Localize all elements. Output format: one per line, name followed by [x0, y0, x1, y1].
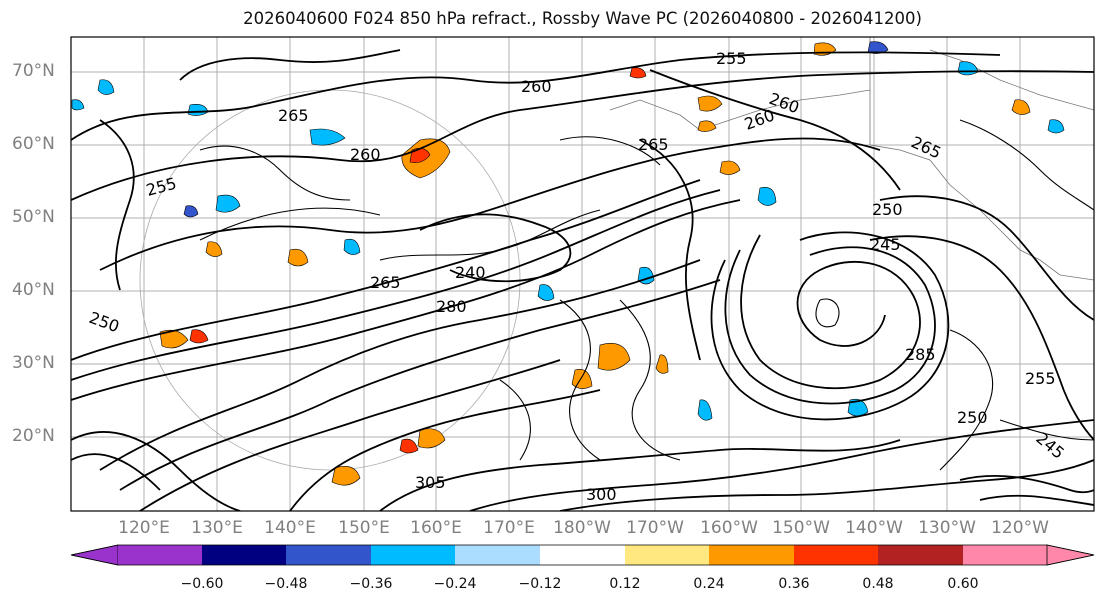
- contour-label: 265: [638, 135, 669, 154]
- lon-label: 150°E: [338, 518, 390, 538]
- shaded-anomalies: [71, 41, 1065, 486]
- colorbar-tick-label: −0.48: [264, 576, 308, 592]
- lat-label: 60°N: [12, 134, 55, 154]
- lat-label: 70°N: [12, 61, 55, 81]
- map-title: 2026040600 F024 850 hPa refract., Rossby…: [243, 9, 922, 28]
- colorbar-tick-label: 0.12: [609, 576, 641, 592]
- lon-label: 130°E: [191, 518, 243, 538]
- contour-label: 265: [370, 273, 401, 292]
- contour-label: 245: [870, 235, 901, 254]
- lon-label: 170°E: [483, 518, 535, 538]
- contour-label: 305: [415, 473, 446, 492]
- colorbar-outline: [70, 544, 1095, 566]
- colorbar-tick-label: 0.24: [693, 576, 725, 592]
- colorbar-segment: [878, 545, 963, 565]
- colorbar-segment: [540, 545, 625, 565]
- colorbar-segment: [286, 545, 371, 565]
- lon-label: 130°W: [918, 518, 976, 538]
- colorbar-segment: [202, 545, 286, 565]
- colorbar-tick-label: 0.60: [947, 576, 979, 592]
- lon-label: 140°W: [845, 518, 903, 538]
- colorbar-tick-label: −0.36: [349, 576, 393, 592]
- contour-label: 255: [716, 49, 747, 68]
- lon-label: 160°W: [700, 518, 758, 538]
- lat-label: 50°N: [12, 207, 55, 227]
- colorbar-tick-label: 0.36: [778, 576, 810, 592]
- colorbar-tick-label: 0.48: [862, 576, 894, 592]
- colorbar-segment: [371, 545, 455, 565]
- colorbar-tick-label: −0.60: [180, 576, 224, 592]
- lon-label: 180°W: [553, 518, 611, 538]
- contour-label: 285: [905, 345, 936, 364]
- colorbar-segment: [455, 545, 540, 565]
- colorbar-extend-max: [1046, 544, 1095, 566]
- colorbar-segment: [794, 545, 878, 565]
- lat-label: 40°N: [12, 280, 55, 300]
- graticule: [71, 37, 1094, 511]
- lon-label: 120°W: [991, 518, 1049, 538]
- contour-label: 255: [1025, 369, 1056, 388]
- contour-labels: 255 260 260 265 265 260 260 265 255 250 …: [87, 49, 1068, 504]
- contour-label: 250: [872, 200, 903, 219]
- contour-label: 300: [586, 485, 617, 504]
- colorbar-tick-label: −0.24: [433, 576, 477, 592]
- colorbar: [70, 544, 1095, 566]
- map-frame: [70, 36, 1095, 512]
- contour-label: 265: [278, 106, 309, 125]
- lon-label: 120°E: [118, 518, 170, 538]
- lat-label: 30°N: [12, 353, 55, 373]
- contour-lines: [71, 49, 1094, 511]
- lon-label: 140°E: [264, 518, 316, 538]
- colorbar-segment: [118, 545, 202, 565]
- lon-label: 170°W: [626, 518, 684, 538]
- contour-label: 250: [957, 408, 988, 427]
- contour-label: 280: [436, 297, 467, 316]
- lat-label: 20°N: [12, 426, 55, 446]
- contour-label: 260: [521, 77, 552, 96]
- contour-lines-thin: [199, 119, 1094, 471]
- lon-label: 150°W: [772, 518, 830, 538]
- colorbar-tick-label: −0.12: [518, 576, 562, 592]
- contour-label: 240: [455, 263, 486, 282]
- lon-label: 160°E: [410, 518, 462, 538]
- colorbar-segment: [709, 545, 794, 565]
- colorbar-segment: [625, 545, 709, 565]
- colorbar-segment: [963, 545, 1047, 565]
- contour-label: 260: [350, 145, 381, 164]
- colorbar-extend-min: [70, 544, 119, 566]
